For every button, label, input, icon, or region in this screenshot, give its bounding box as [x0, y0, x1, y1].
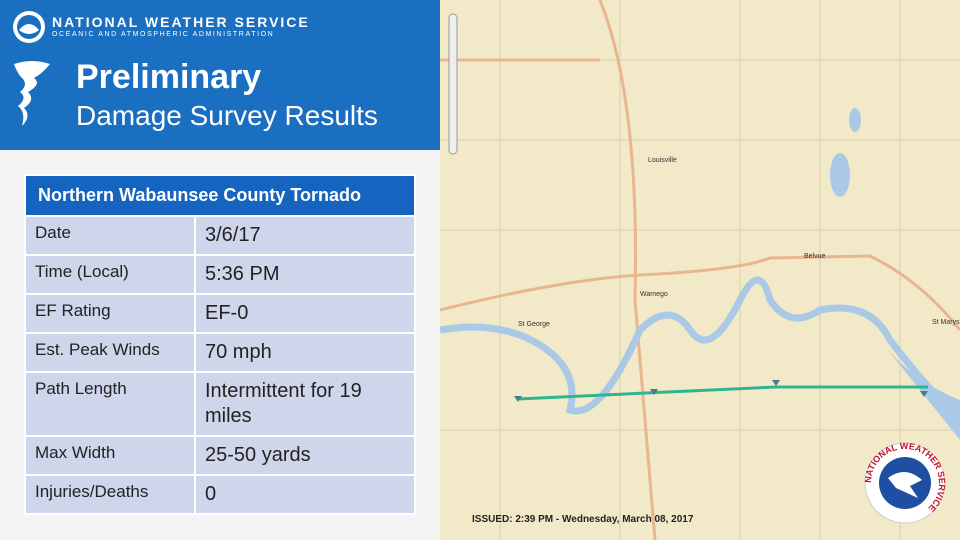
tornado-icon — [14, 61, 50, 126]
title: Preliminary — [76, 58, 262, 96]
subagency: OCEANIC AND ATMOSPHERIC ADMINISTRATION — [52, 31, 275, 38]
value-cell: 5:36 PM — [194, 254, 416, 295]
place-label: St George — [518, 321, 550, 328]
subtitle: Damage Survey Results — [76, 100, 378, 131]
value-cell: EF-0 — [194, 293, 416, 334]
table-row: Max Width 25-50 yards — [24, 435, 416, 476]
label-cell: Max Width — [24, 435, 196, 476]
label-cell: Injuries/Deaths — [24, 474, 196, 515]
table-row: Time (Local) 5:36 PM — [24, 254, 416, 295]
issued: ISSUED: 2:39 PM - Wednesday, March 08, 2… — [472, 514, 694, 525]
table-row: Path Length Intermittent for 19 miles — [24, 371, 416, 437]
place-label: Louisville — [648, 157, 677, 164]
survey-table: Northern Wabaunsee County Tornado Date 3/… — [24, 174, 416, 515]
value-cell: 70 mph — [194, 332, 416, 373]
place-label: St Marys — [932, 319, 960, 326]
place-label: Wamego — [640, 291, 668, 298]
label-cell: Time (Local) — [24, 254, 196, 295]
value-cell: 3/6/17 — [194, 215, 416, 256]
label-cell: Date — [24, 215, 196, 256]
table-row: Date 3/6/17 — [24, 215, 416, 256]
agency: NATIONAL WEATHER SERVICE — [52, 14, 310, 30]
value-cell: Intermittent for 19 miles — [194, 371, 416, 437]
table-title: Northern Wabaunsee County Tornado — [24, 174, 416, 217]
value-cell: 25-50 yards — [194, 435, 416, 476]
value-cell: 0 — [194, 474, 416, 515]
label-cell: Path Length — [24, 371, 196, 437]
header: NATIONAL WEATHER SERVICE OCEANIC AND ATM… — [0, 0, 440, 150]
table-row: EF Rating EF-0 — [24, 293, 416, 334]
label-cell: EF Rating — [24, 293, 196, 334]
label-cell: Est. Peak Winds — [24, 332, 196, 373]
noaa-logo — [13, 11, 45, 43]
place-label: Belvue — [804, 253, 826, 260]
table-row: Est. Peak Winds 70 mph — [24, 332, 416, 373]
table-row: Injuries/Deaths 0 — [24, 474, 416, 515]
